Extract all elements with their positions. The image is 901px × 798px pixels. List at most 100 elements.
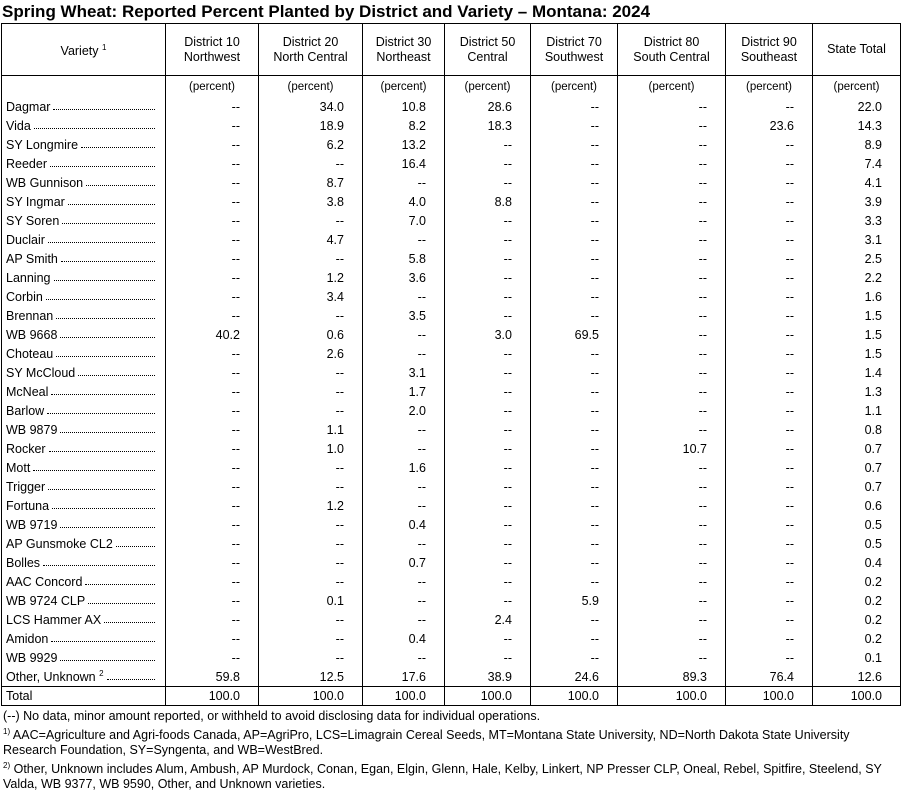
value: -- (444, 591, 531, 610)
variety: SY Ingmar (6, 195, 155, 209)
variety: Corbin (6, 290, 155, 304)
value: -- (617, 534, 726, 553)
value: -- (725, 135, 813, 154)
value: -- (530, 230, 618, 249)
footnote-marker: 1) (3, 727, 11, 736)
variety-cell: WB 9724 CLP (1, 591, 166, 610)
value: -- (165, 382, 259, 401)
variety: Lanning (6, 271, 155, 285)
value: 2.2 (812, 268, 901, 287)
variety-name: Reeder (6, 156, 47, 171)
header-line: State Total (827, 42, 886, 56)
variety-cell: WB 9719 (1, 515, 166, 534)
value: -- (362, 439, 445, 458)
value: 0.6 (812, 496, 901, 515)
value: -- (444, 287, 531, 306)
variety-cell: Other, Unknown 2 (1, 667, 166, 687)
value: -- (725, 629, 813, 648)
value: -- (444, 534, 531, 553)
value: -- (165, 249, 259, 268)
value: -- (362, 572, 445, 591)
value: -- (530, 401, 618, 420)
header-line: Northwest (183, 49, 241, 64)
variety-name: SY Soren (6, 213, 60, 228)
data-row: Bolles -- -- 0.7 -- -- -- -- 0.4 (1, 553, 901, 572)
value: -- (530, 553, 618, 572)
value: 4.0 (362, 192, 445, 211)
variety-cell: Duclair (1, 230, 166, 249)
value: -- (617, 116, 726, 135)
value: 18.3 (444, 116, 531, 135)
value: -- (165, 211, 259, 230)
leader (115, 545, 155, 547)
column-header: District 10 Northwest (165, 23, 259, 76)
value: -- (617, 211, 726, 230)
value: -- (725, 268, 813, 287)
value: -- (258, 249, 363, 268)
value: 24.6 (530, 667, 618, 687)
header-line: South Central (633, 49, 710, 64)
leader (88, 602, 155, 604)
variety-name: WB 9668 (6, 327, 58, 342)
value: 40.2 (165, 325, 259, 344)
variety-name: Dagmar (6, 99, 51, 114)
data-row: SY Longmire -- 6.2 13.2 -- -- -- -- 8.9 (1, 135, 901, 154)
value: 0.5 (812, 515, 901, 534)
variety-name: WB 9724 CLP (6, 593, 86, 608)
value: -- (530, 249, 618, 268)
value: -- (444, 553, 531, 572)
column-header: Variety 1 (1, 23, 166, 76)
footnote-text: Other, Unknown includes Alum, Ambush, AP… (3, 762, 882, 792)
leader (50, 165, 155, 167)
value: 8.2 (362, 116, 445, 135)
value: 22.0 (812, 97, 901, 116)
value: 0.4 (362, 515, 445, 534)
value: 38.9 (444, 667, 531, 687)
header-line: District 70 (546, 34, 602, 49)
value: -- (258, 553, 363, 572)
value: 7.0 (362, 211, 445, 230)
value: -- (362, 534, 445, 553)
value: 3.9 (812, 192, 901, 211)
variety-name: Other, Unknown 2 (6, 668, 104, 685)
value: -- (617, 572, 726, 591)
variety: WB 9929 (6, 651, 155, 665)
value: -- (725, 477, 813, 496)
data-row: Barlow -- -- 2.0 -- -- -- -- 1.1 (1, 401, 901, 420)
value: -- (444, 458, 531, 477)
column-header: District 80 South Central (617, 23, 726, 76)
value: -- (258, 382, 363, 401)
value: -- (444, 135, 531, 154)
value: -- (444, 363, 531, 382)
value: -- (530, 135, 618, 154)
variety: WB 9668 (6, 328, 155, 342)
value: -- (530, 534, 618, 553)
value: 100.0 (165, 686, 259, 706)
value: -- (258, 306, 363, 325)
leader (48, 450, 155, 452)
value: 0.7 (812, 477, 901, 496)
variety: Dagmar (6, 100, 155, 114)
leader (56, 317, 155, 319)
value: 4.1 (812, 173, 901, 192)
variety: AP Gunsmoke CL2 (6, 537, 155, 551)
variety-cell: Choteau (1, 344, 166, 363)
variety: Vida (6, 119, 155, 133)
value: -- (725, 173, 813, 192)
value: -- (530, 268, 618, 287)
column-header: District 70 Southwest (530, 23, 618, 76)
unit-label: (percent) (362, 75, 445, 97)
total-label: Total (1, 686, 166, 706)
value: -- (617, 648, 726, 667)
value: 0.6 (258, 325, 363, 344)
leader (60, 431, 155, 433)
value: 59.8 (165, 667, 259, 687)
value: -- (444, 173, 531, 192)
value: -- (725, 249, 813, 268)
variety-cell: Fortuna (1, 496, 166, 515)
value: 0.8 (812, 420, 901, 439)
variety-cell: Lanning (1, 268, 166, 287)
value: -- (165, 97, 259, 116)
unit-label: (percent) (258, 75, 363, 97)
data-row: WB 9724 CLP -- 0.1 -- -- 5.9 -- -- 0.2 (1, 591, 901, 610)
